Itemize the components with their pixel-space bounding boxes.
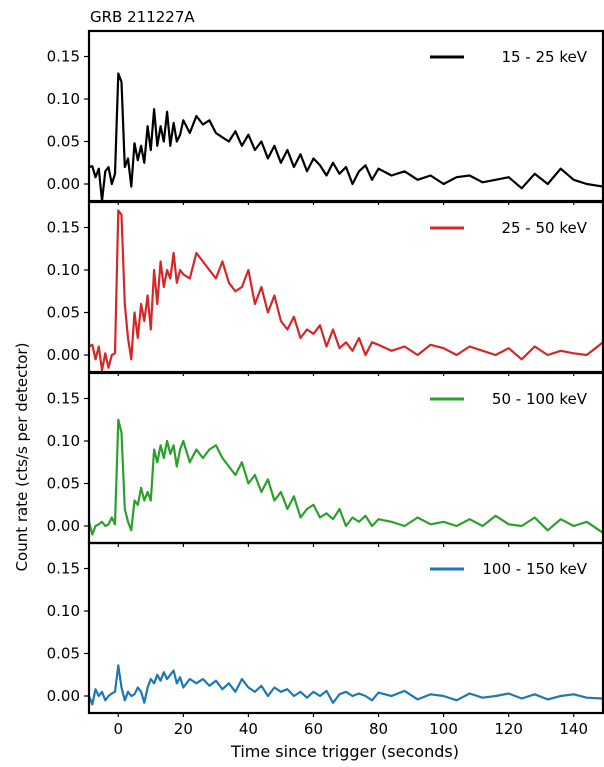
y-tick-label: 0.00 bbox=[47, 517, 80, 535]
x-tick-label: 80 bbox=[369, 720, 388, 738]
y-tick-label: 0.10 bbox=[47, 432, 80, 450]
y-tick-label: 0.00 bbox=[47, 175, 80, 193]
y-tick-label: 0.15 bbox=[47, 390, 80, 408]
x-tick-label: 140 bbox=[559, 720, 588, 738]
y-tick-label: 0.05 bbox=[47, 304, 80, 322]
y-tick-label: 0.15 bbox=[47, 560, 80, 578]
legend-label: 25 - 50 keV bbox=[501, 219, 587, 237]
y-tick-label: 0.10 bbox=[47, 602, 80, 620]
y-tick-label: 0.00 bbox=[47, 346, 80, 364]
x-tick-label: 0 bbox=[114, 720, 124, 738]
legend-label: 50 - 100 keV bbox=[492, 390, 588, 408]
chart-title: GRB 211227A bbox=[90, 8, 195, 26]
legend-label: 100 - 150 keV bbox=[482, 560, 587, 578]
series-line bbox=[89, 209, 603, 372]
y-tick-label: 0.10 bbox=[47, 261, 80, 279]
y-tick-label: 0.10 bbox=[47, 90, 80, 108]
x-tick-label: 100 bbox=[429, 720, 458, 738]
panel-3: 0.00 0.05 0.10 0.15 50 - 100 keV bbox=[47, 371, 604, 547]
panel-2: 0.00 0.05 0.10 0.15 25 - 50 keV bbox=[47, 200, 604, 376]
series-line bbox=[89, 418, 603, 536]
series-line bbox=[89, 664, 603, 706]
x-tick-label: 60 bbox=[304, 720, 323, 738]
panel-1: 0.00 0.05 0.10 0.15 15 - 25 keV bbox=[47, 29, 604, 205]
x-tick-label: 20 bbox=[174, 720, 193, 738]
x-axis-label: Time since trigger (seconds) bbox=[230, 742, 459, 761]
y-tick-label: 0.05 bbox=[47, 133, 80, 151]
x-tick-label: 120 bbox=[494, 720, 523, 738]
panel-frame bbox=[87, 541, 604, 715]
series-line bbox=[89, 72, 603, 201]
legend-label: 15 - 25 keV bbox=[501, 48, 587, 66]
y-tick-label: 0.15 bbox=[47, 48, 80, 66]
y-tick-label: 0.15 bbox=[47, 219, 80, 237]
panel-4: 0.00 0.05 0.10 0.15 100 - 150 keV bbox=[47, 541, 604, 717]
y-axis-label: Count rate (cts/s per detector) bbox=[13, 343, 31, 572]
panels: 0.000.050.100.15 15 - 25 keV0.000.050.100… bbox=[47, 29, 604, 738]
x-tick-label: 40 bbox=[239, 720, 258, 738]
y-tick-label: 0.00 bbox=[47, 687, 80, 705]
y-tick-label: 0.05 bbox=[47, 645, 80, 663]
y-tick-label: 0.05 bbox=[47, 475, 80, 493]
